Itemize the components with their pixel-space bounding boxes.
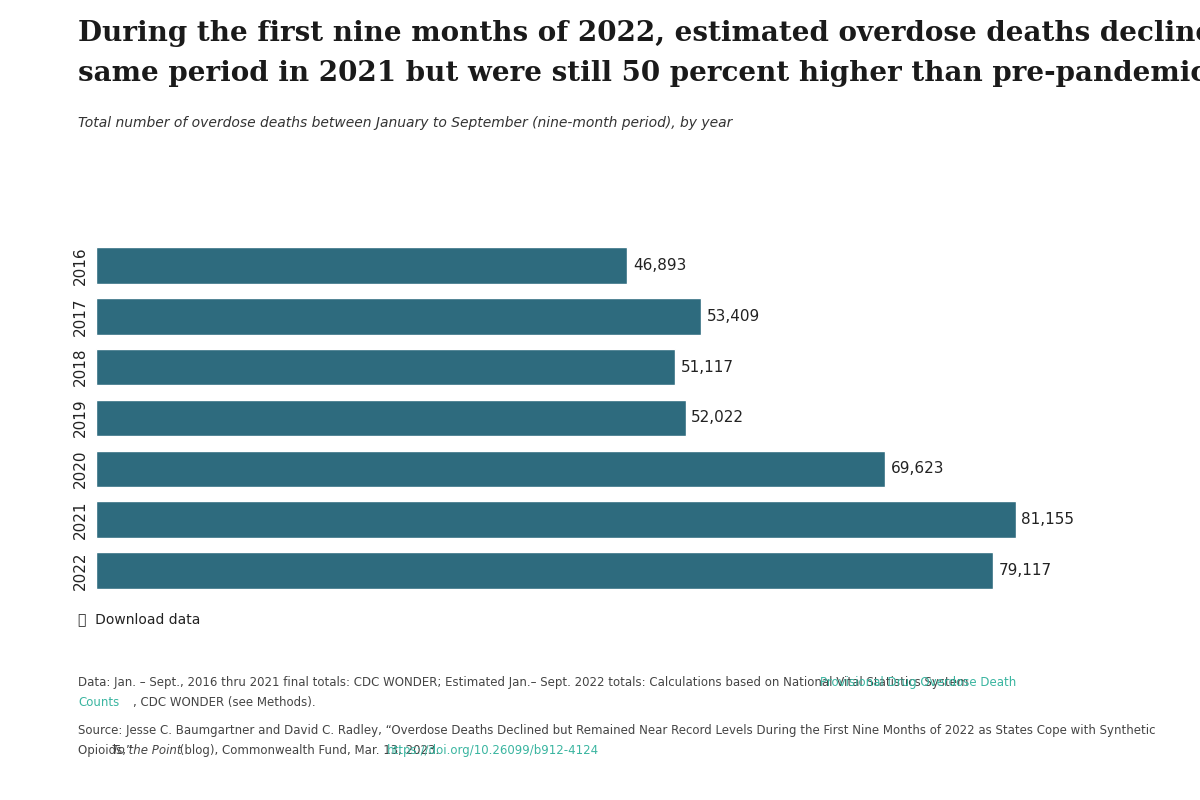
Bar <box>96 349 676 386</box>
Text: Provisional Drug Overdose Death: Provisional Drug Overdose Death <box>820 676 1016 689</box>
Bar <box>96 400 685 436</box>
Text: https://doi.org/10.26099/b912-4124: https://doi.org/10.26099/b912-4124 <box>386 744 599 757</box>
Text: , CDC WONDER (see Methods).: , CDC WONDER (see Methods). <box>133 696 316 709</box>
Text: ⤓  Download data: ⤓ Download data <box>78 612 200 626</box>
Text: To the Point: To the Point <box>112 744 181 757</box>
Text: During the first nine months of 2022, estimated overdose deaths declined from th: During the first nine months of 2022, es… <box>78 20 1200 47</box>
Text: Counts: Counts <box>78 696 119 709</box>
Text: 53,409: 53,409 <box>707 309 761 324</box>
Bar <box>96 502 1015 538</box>
Text: Total number of overdose deaths between January to September (nine-month period): Total number of overdose deaths between … <box>78 116 732 130</box>
Text: 52,022: 52,022 <box>691 410 744 426</box>
Text: Data: Jan. – Sept., 2016 thru 2021 final totals: CDC WONDER; Estimated Jan.– Sep: Data: Jan. – Sept., 2016 thru 2021 final… <box>78 676 972 689</box>
Text: 81,155: 81,155 <box>1021 512 1074 527</box>
Text: 69,623: 69,623 <box>890 462 944 476</box>
Bar <box>96 450 886 487</box>
Bar <box>96 298 701 334</box>
Bar <box>96 247 628 284</box>
Text: Source: Jesse C. Baumgartner and David C. Radley, “Overdose Deaths Declined but : Source: Jesse C. Baumgartner and David C… <box>78 724 1156 737</box>
Text: 79,117: 79,117 <box>998 563 1051 578</box>
Text: Opioids,”: Opioids,” <box>78 744 136 757</box>
Text: (blog), Commonwealth Fund, Mar. 13, 2023.: (blog), Commonwealth Fund, Mar. 13, 2023… <box>176 744 443 757</box>
Bar <box>96 552 992 589</box>
Text: same period in 2021 but were still 50 percent higher than pre-pandemic levels.: same period in 2021 but were still 50 pe… <box>78 60 1200 87</box>
Text: 46,893: 46,893 <box>634 258 686 273</box>
Text: 51,117: 51,117 <box>680 360 734 374</box>
